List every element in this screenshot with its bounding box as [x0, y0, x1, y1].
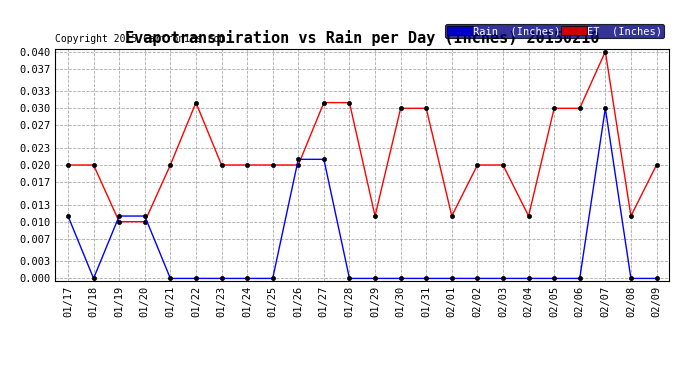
Legend: Rain  (Inches), ET  (Inches): Rain (Inches), ET (Inches)	[445, 24, 664, 38]
Text: Copyright 2015 Cartronics.com: Copyright 2015 Cartronics.com	[55, 34, 226, 44]
Title: Evapotranspiration vs Rain per Day (Inches) 20150210: Evapotranspiration vs Rain per Day (Inch…	[125, 30, 600, 46]
